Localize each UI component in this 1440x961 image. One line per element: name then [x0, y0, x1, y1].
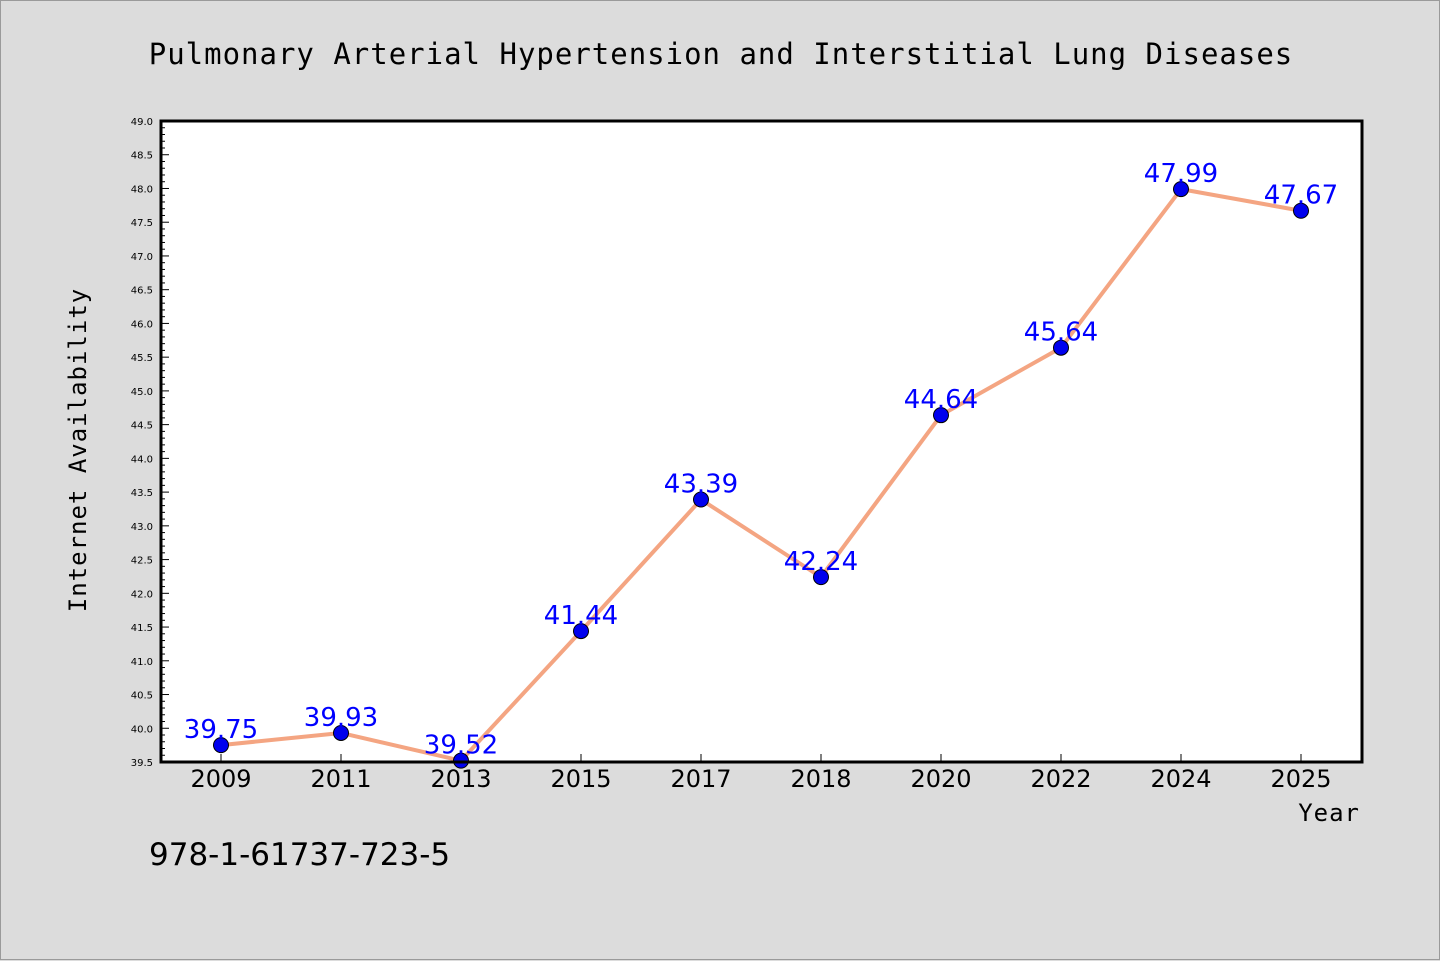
x-tick-label: 2017 — [670, 765, 731, 793]
x-tick-label: 2013 — [430, 765, 491, 793]
y-tick-label: 41.5 — [131, 623, 153, 634]
y-tick-label: 47.5 — [131, 218, 153, 229]
y-tick-label: 43.0 — [131, 522, 153, 533]
y-tick-label: 40.0 — [131, 724, 153, 735]
data-point — [1053, 339, 1069, 356]
footnote-isbn: 978-1-61737-723-5 — [149, 837, 450, 873]
y-axis-label: Internet Availability — [64, 288, 92, 612]
y-tick-label: 44.5 — [131, 421, 153, 432]
series-line — [220, 187, 1302, 763]
y-tick-label: 45.0 — [131, 387, 153, 398]
data-point — [693, 491, 709, 508]
y-tick-label: 47.0 — [131, 252, 153, 263]
x-tick-label: 2022 — [1030, 765, 1091, 793]
x-tick-label: 2024 — [1150, 765, 1211, 793]
data-label: 43.39 — [664, 470, 738, 500]
plot-border — [159, 119, 1364, 764]
x-tick-label: 2018 — [790, 765, 851, 793]
y-tick-label: 46.5 — [131, 286, 153, 297]
x-tick-label: 2015 — [550, 765, 611, 793]
y-tick-label: 46.0 — [131, 319, 153, 330]
data-point — [933, 407, 949, 424]
x-tick-label: 2009 — [190, 765, 251, 793]
data-label: 39.52 — [424, 731, 498, 761]
y-tick-label: 48.5 — [131, 151, 153, 162]
data-point — [813, 569, 829, 586]
y-tick-label: 41.0 — [131, 657, 153, 668]
y-tick-label: 49.0 — [131, 117, 153, 128]
data-label: 45.64 — [1024, 318, 1098, 348]
y-tick-label: 42.0 — [131, 589, 153, 600]
data-point — [1173, 181, 1189, 198]
data-label: 47.99 — [1144, 159, 1218, 189]
y-tick-label: 43.5 — [131, 488, 153, 499]
data-label: 39.75 — [184, 715, 258, 745]
data-label: 47.67 — [1264, 181, 1338, 211]
x-axis-label: Year — [1298, 799, 1360, 827]
series-layer: 39.75 39.93 39.52 41.44 43.39 42.24 44.64 45.64… — [184, 159, 1338, 769]
data-label: 42.24 — [784, 547, 858, 577]
y-tick-label: 39.5 — [131, 758, 153, 769]
x-tick-label: 2011 — [310, 765, 371, 793]
y-tick-label: 40.5 — [131, 691, 153, 702]
y-tick-label: 42.5 — [131, 556, 153, 567]
plot-area — [161, 121, 1362, 762]
data-point — [333, 724, 349, 741]
x-tick-label: 2025 — [1270, 765, 1331, 793]
y-axis-ticks: 39.5 40.0 40.5 41.0 41.5 42.0 42.5 43.0 43.5 44.0… — [131, 117, 169, 769]
x-axis-ticks: 2009 2011 2013 2015 2017 2018 2020 2022 2024 2025 — [190, 754, 1332, 793]
y-tick-label: 44.0 — [131, 454, 153, 465]
data-label: 41.44 — [544, 601, 618, 631]
data-point — [573, 623, 589, 640]
data-point — [213, 737, 229, 754]
data-label: 39.93 — [304, 703, 378, 733]
data-point — [1293, 202, 1309, 219]
data-label: 44.64 — [904, 385, 978, 415]
x-tick-label: 2020 — [910, 765, 971, 793]
y-tick-label: 45.5 — [131, 353, 153, 364]
y-tick-label: 48.0 — [131, 184, 153, 195]
chart-title: Pulmonary Arterial Hypertension and Inte… — [149, 37, 1294, 71]
